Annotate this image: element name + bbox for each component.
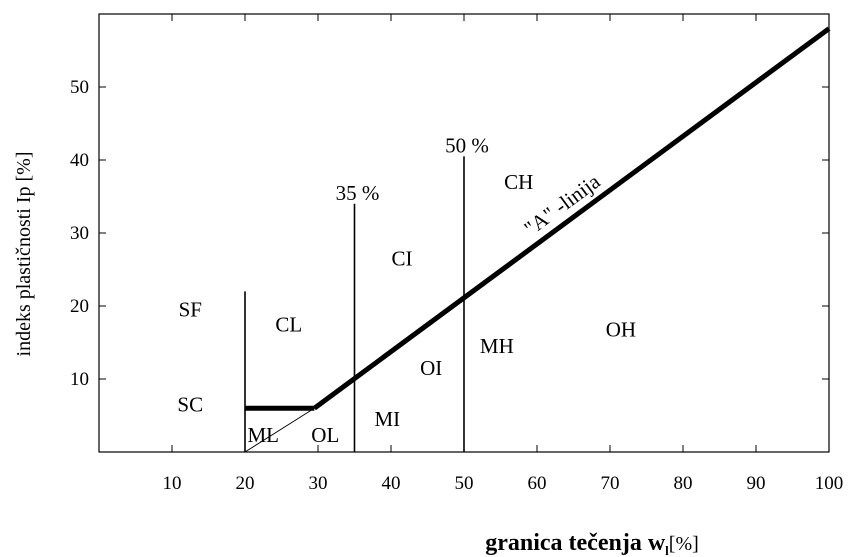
x-tick-label: 80: [674, 473, 693, 494]
y-tick-label: 40: [70, 150, 89, 171]
boundary-label: 50 %: [445, 133, 489, 157]
region-label-ch: CH: [504, 170, 533, 194]
ml-diagonal-line: [244, 407, 315, 453]
x-axis-title-unit: [%]: [669, 533, 699, 555]
tick-labels: 10 20 30 40 50 60 70 80 90 100 10 20 30 40 50: [70, 77, 843, 494]
x-tick-label: 30: [309, 473, 328, 494]
region-label-sf: SF: [179, 298, 202, 322]
x-tick-label: 50: [455, 473, 474, 494]
region-labels: SF SC CL ML OL MI CI OI MH CH OH: [177, 170, 636, 447]
chart-lines: 35 %50 %"A" -linija: [244, 26, 831, 453]
y-tick-label: 20: [70, 296, 89, 317]
x-tick-label: 90: [747, 473, 766, 494]
region-label-oi: OI: [420, 356, 442, 380]
x-axis-title: granica tečenja wl[%]: [485, 530, 699, 557]
region-label-ol: OL: [311, 423, 339, 447]
x-tick-label: 60: [528, 473, 547, 494]
y-tick-label: 30: [70, 223, 89, 244]
y-tick-label: 10: [70, 369, 89, 390]
x-tick-label: 70: [601, 473, 620, 494]
region-label-ci: CI: [391, 247, 412, 271]
tick-marks: [99, 14, 830, 452]
x-tick-label: 40: [382, 473, 401, 494]
x-tick-label: 20: [236, 473, 255, 494]
x-tick-label: 100: [815, 473, 844, 494]
region-label-ml: ML: [248, 423, 280, 447]
x-axis-title-main: granica tečenja w: [485, 530, 666, 556]
region-label-cl: CL: [275, 312, 302, 336]
region-label-mi: MI: [375, 407, 401, 431]
x-axis-title-subscript: l: [665, 543, 669, 557]
region-label-oh: OH: [606, 317, 636, 341]
boundary-label: 35 %: [336, 181, 380, 205]
y-axis-title: indeks plastičnosti Ip [%]: [13, 152, 35, 357]
region-label-mh: MH: [480, 334, 514, 358]
region-label-sc: SC: [177, 393, 203, 417]
a-line: [312, 26, 831, 411]
x-tick-label: 10: [163, 473, 182, 494]
y-tick-label: 50: [70, 77, 89, 98]
